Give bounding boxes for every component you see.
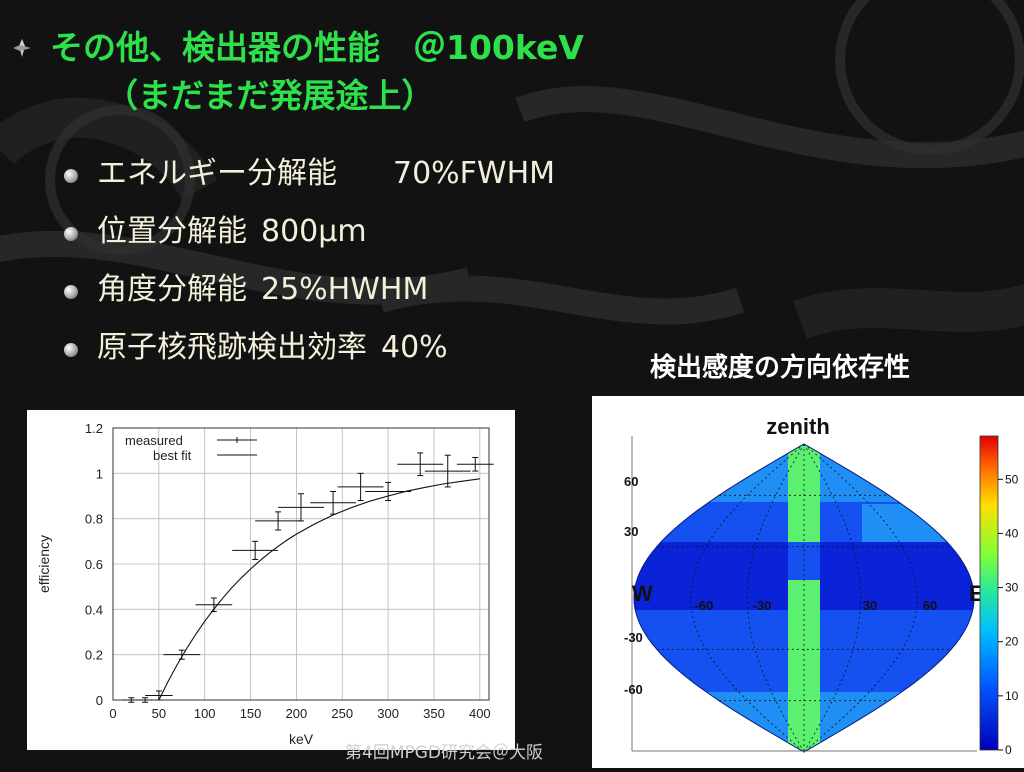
measured-point	[163, 649, 201, 660]
measured-point	[255, 511, 301, 531]
measured-point	[145, 690, 173, 701]
longitude-line	[690, 443, 805, 753]
x-tick-label: 400	[469, 706, 491, 721]
x-tick-label: 300	[377, 706, 399, 721]
measured-point	[278, 493, 324, 522]
measured-point	[195, 597, 233, 613]
band-upper-right-lobe	[862, 504, 972, 544]
bullet-angular-resolution: 角度分解能 25%HWHM	[64, 268, 555, 326]
west-label: W	[632, 581, 653, 606]
measured-point	[424, 454, 471, 488]
diamond-bullet-icon	[13, 39, 31, 57]
longitude-tick-label: -60	[695, 598, 714, 613]
y-tick-label: 1	[96, 466, 103, 481]
bullet-dot-icon	[64, 169, 78, 183]
colorbar-tick-label: 30	[1005, 581, 1019, 595]
bullet-value: 40%	[381, 330, 448, 365]
x-tick-label: 250	[331, 706, 353, 721]
x-tick-label: 50	[152, 706, 166, 721]
longitude-tick-label: -30	[753, 598, 772, 613]
y-tick-label: 0.8	[85, 512, 103, 527]
measured-point	[365, 481, 412, 502]
y-tick-label: 0.2	[85, 648, 103, 663]
bullet-dot-icon	[64, 227, 78, 241]
y-tick-label: 0.4	[85, 602, 103, 617]
bullet-label: エネルギー分解能	[97, 156, 337, 191]
sky-outline	[633, 443, 975, 753]
bullet-energy-resolution: エネルギー分解能 70%FWHM	[64, 152, 555, 210]
measured-point	[232, 540, 279, 560]
latitude-tick-label: -30	[624, 630, 643, 645]
longitude-tick-label: 30	[863, 598, 877, 613]
performance-list: エネルギー分解能 70%FWHM 位置分解能 800μm 角度分解能 25%HWHM …	[64, 152, 555, 384]
colorbar-tick-label: 40	[1005, 526, 1019, 540]
y-tick-label: 1.2	[85, 421, 103, 436]
x-tick-label: 200	[286, 706, 308, 721]
measured-point	[310, 490, 357, 515]
colorbar-tick-label: 20	[1005, 635, 1019, 649]
sky-map-panel: zenith W E 60 30 -30 -60 -60 -30 30 60 0 10 20 30 40 50	[592, 396, 1024, 768]
slide-title-line1: その他、検出器の性能 ＠100keV	[50, 28, 584, 67]
sky-fill	[634, 444, 974, 752]
efficiency-chart: 0 50 100 150 200 250 300 350 400 0 0.2 0.4 0.6 0.8 1 1.…	[36, 421, 494, 747]
x-axis-label: keV	[289, 731, 314, 747]
x-tick-label: 100	[194, 706, 216, 721]
sky-map-caption: 検出感度の方向依存性	[650, 353, 911, 383]
latitude-tick-label: 30	[624, 524, 638, 539]
y-tick-label: 0	[96, 693, 103, 708]
efficiency-chart-panel: 0 50 100 150 200 250 300 350 400 0 0.2 0.4 0.6 0.8 1 1.…	[27, 410, 515, 750]
footer-text: 第4回MPGD研究会＠大阪	[345, 743, 543, 763]
plot-frame	[112, 427, 490, 701]
best-fit-line	[158, 478, 480, 701]
measured-point	[122, 697, 141, 703]
bullet-position-resolution: 位置分解能 800μm	[64, 210, 555, 268]
bullet-track-efficiency: 原子核飛跡検出効率 40%	[64, 326, 555, 384]
bullet-label: 原子核飛跡検出効率	[97, 330, 367, 365]
colorbar-tick-label: 0	[1005, 743, 1012, 757]
longitude-tick-label: 60	[923, 598, 937, 613]
slide-title: その他、検出器の性能 ＠100keV （まだまだ発展途上）	[50, 24, 584, 120]
slide-title-line2: （まだまだ発展途上）	[105, 76, 435, 115]
bullet-value: 800μm	[261, 214, 367, 249]
y-tick-label: 0.6	[85, 557, 103, 572]
legend-label-bestfit: best fit	[153, 448, 192, 463]
bullet-value: 25%HWHM	[261, 272, 429, 307]
colorbar-tick-label: 50	[1005, 472, 1019, 486]
longitude-line	[746, 443, 805, 753]
longitude-line	[803, 443, 918, 753]
colorbar	[980, 436, 998, 750]
y-axis-label: efficiency	[36, 535, 52, 593]
colorbar-frame	[979, 435, 999, 751]
longitude-line	[803, 443, 862, 753]
measured-point	[456, 456, 494, 472]
bullet-label: 角度分解能	[97, 272, 247, 307]
measured-point	[397, 452, 444, 477]
x-tick-label: 0	[109, 706, 116, 721]
sky-title: zenith	[766, 414, 830, 439]
bullet-dot-icon	[64, 285, 78, 299]
legend-label-measured: measured	[125, 433, 183, 448]
bullet-value: 70%FWHM	[393, 156, 556, 191]
measured-point	[137, 697, 153, 703]
x-tick-label: 350	[423, 706, 445, 721]
bullet-label: 位置分解能	[97, 214, 247, 249]
x-tick-label: 150	[240, 706, 262, 721]
measured-point	[337, 472, 384, 502]
latitude-tick-label: 60	[624, 474, 638, 489]
latitude-tick-label: -60	[624, 682, 643, 697]
colorbar-tick-label: 10	[1005, 689, 1019, 703]
bullet-dot-icon	[64, 343, 78, 357]
